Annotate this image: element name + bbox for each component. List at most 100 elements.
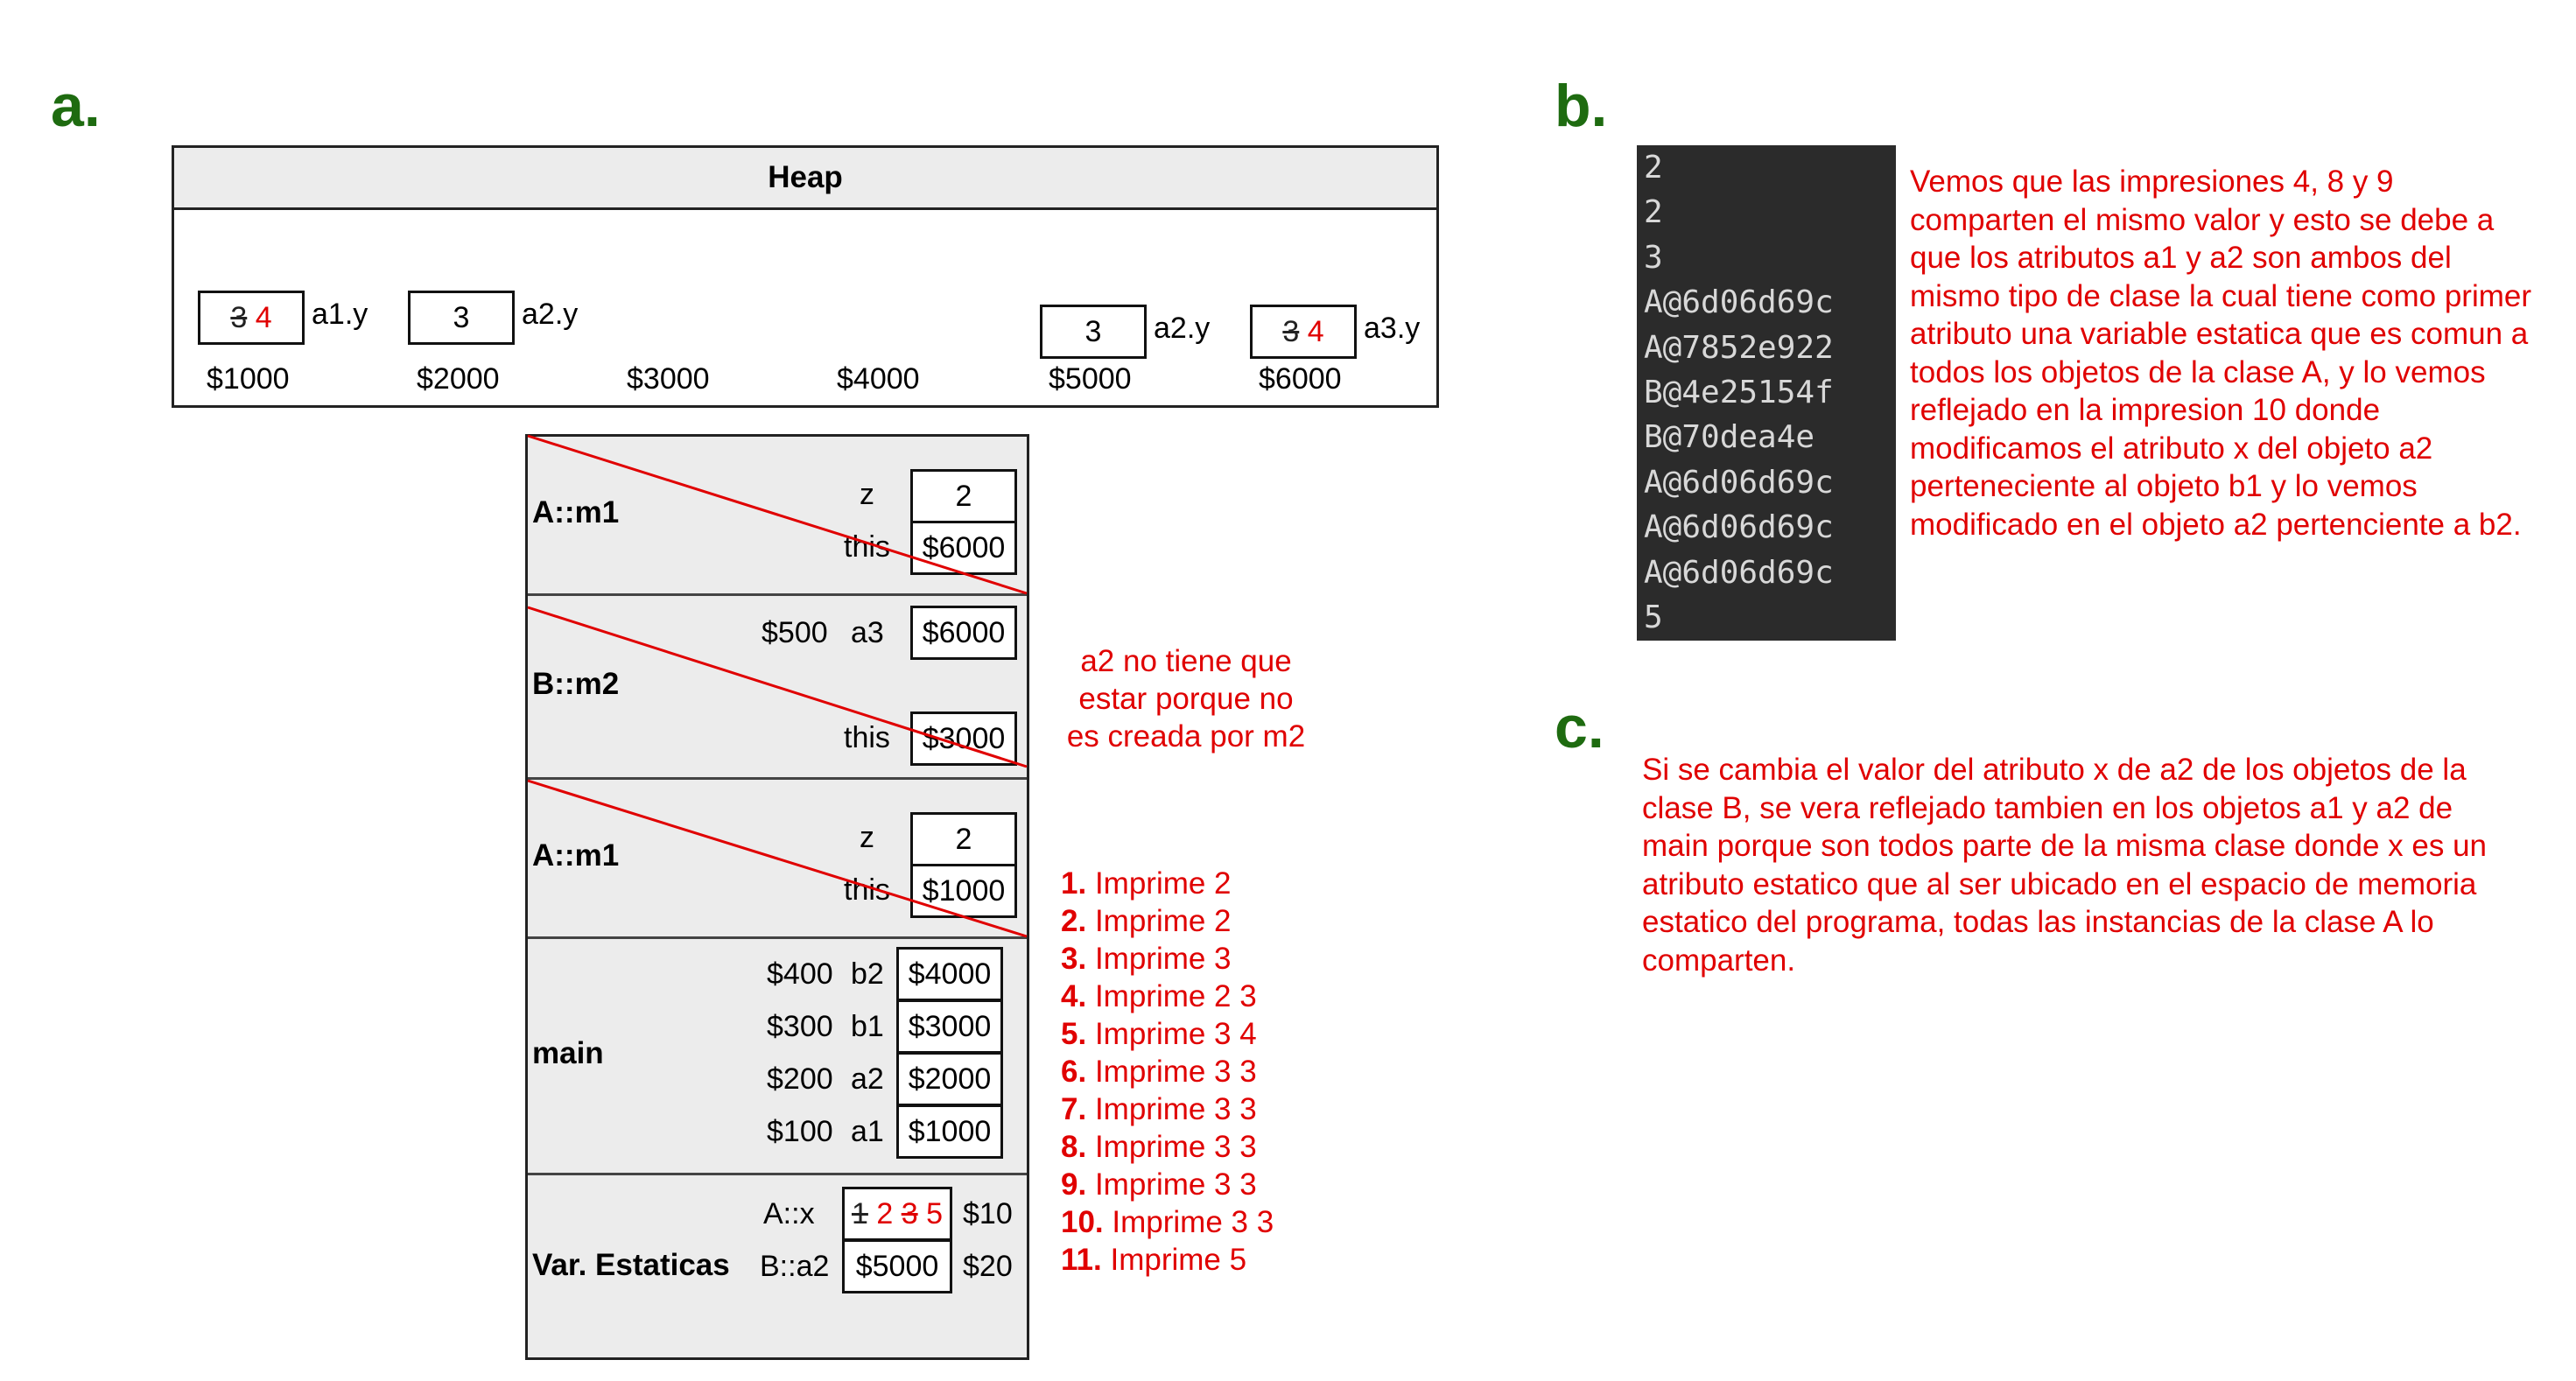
explanation-b-line: perteneciente al objeto b1 y lo vemos: [1910, 469, 2418, 503]
print-text: Imprime 3 3: [1112, 1205, 1274, 1239]
print-num: 6.: [1061, 1055, 1087, 1089]
heap-a1y-old: 3: [230, 301, 248, 334]
terminal-line: B@70dea4e: [1644, 419, 1815, 456]
heap-cell-a2y-b: 3: [1040, 305, 1147, 359]
explanation-b-line: que los atributos a1 y a2 son ambos del: [1910, 241, 2452, 275]
ax-value-3: 3: [901, 1197, 918, 1230]
heap-a3y-new: 4: [1307, 315, 1324, 348]
terminal-line: 5: [1644, 599, 1663, 636]
note-a2: a2 no tiene que estar porque no es cread…: [1050, 642, 1322, 755]
main-var-addr: $300: [767, 1010, 833, 1043]
print-text: Imprime 3 3: [1094, 1167, 1257, 1202]
main-var-addr: $400: [767, 957, 833, 991]
explanation-b-line: todos los objetos de la clase A, y lo ve…: [1910, 354, 2486, 389]
heap-cell-a1y: 3 4: [198, 291, 305, 345]
print-num: 2.: [1061, 904, 1087, 938]
explanation-b-line: modificamos el atributo x del objeto a2: [1910, 431, 2433, 466]
print-text: Imprime 2: [1094, 904, 1232, 938]
heap-a2y-value: 3: [453, 301, 470, 334]
static-ba2-value: $5000: [842, 1239, 952, 1293]
print-text: Imprime 3 3: [1094, 1092, 1257, 1126]
main-var-value: $3000: [896, 999, 1003, 1054]
print-num: 3.: [1061, 942, 1087, 976]
frame2-a3-addr: $500: [762, 616, 828, 649]
statics-frame-name: Var. Estaticas: [532, 1248, 730, 1282]
frame3-name: A::m1: [532, 838, 620, 873]
explanation-c-line: main porque son todos parte de la misma …: [1642, 829, 2488, 863]
note-a2-line: a2 no tiene que: [1080, 644, 1292, 678]
terminal-line: A@6d06d69c: [1644, 284, 1834, 321]
heap-addr-6000: $6000: [1259, 362, 1342, 396]
section-label-c: c.: [1555, 694, 1604, 761]
print-text: Imprime 2 3: [1094, 979, 1257, 1013]
main-var-label: a2: [851, 1062, 884, 1096]
static-ba2-label: B::a2: [760, 1250, 830, 1283]
heap-cell-a3y: 3 4: [1250, 305, 1357, 359]
frame2-this-label: this: [844, 721, 890, 754]
frame2-name: B::m2: [532, 667, 620, 701]
frame-divider: [528, 593, 1027, 596]
print-item: 4. Imprime 2 3: [1061, 979, 1257, 1014]
explanation-b-line: Vemos que las impresiones 4, 8 y 9: [1910, 165, 2394, 199]
frame3-z-label: z: [860, 821, 874, 854]
main-var-label: b2: [851, 957, 884, 991]
frame2-strike: [527, 606, 1028, 768]
heap-addr-5000: $5000: [1049, 362, 1132, 396]
explanation-c-line: atributo estatico que al ser ubicado en …: [1642, 866, 2477, 901]
main-var-addr: $200: [767, 1062, 833, 1096]
print-num: 4.: [1061, 979, 1087, 1013]
terminal-line: 2: [1644, 194, 1663, 231]
print-item: 8. Imprime 3 3: [1061, 1130, 1257, 1165]
print-num: 10.: [1061, 1205, 1104, 1239]
print-item: 10. Imprime 3 3: [1061, 1205, 1274, 1240]
frame1-name: A::m1: [532, 495, 620, 529]
heap-addr-4000: $4000: [837, 362, 920, 396]
terminal-line: A@6d06d69c: [1644, 509, 1834, 546]
heap-addr-1000: $1000: [207, 362, 290, 396]
heap-cell-a2y: 3: [408, 291, 515, 345]
heap-a3y-label: a3.y: [1364, 312, 1421, 345]
static-ax-value: 1 2 3 5: [842, 1187, 952, 1241]
frame2-a3-label: a3: [851, 616, 884, 649]
explanation-c-line: clase B, se vera reflejado tambien en lo…: [1642, 790, 2453, 825]
main-var-value: $2000: [896, 1052, 1003, 1106]
print-item: 2. Imprime 2: [1061, 904, 1232, 939]
explanation-c-line: estatico del programa, todas las instanc…: [1642, 905, 2434, 939]
print-num: 7.: [1061, 1092, 1087, 1126]
static-ax-addr: $10: [963, 1197, 1013, 1230]
frame1-strike: [527, 434, 1028, 595]
terminal-output: 2 2 3 A@6d06d69c A@7852e922 B@4e25154f B…: [1637, 145, 1896, 641]
main-var-label: b1: [851, 1010, 884, 1043]
main-var-value: $4000: [896, 947, 1003, 1001]
ax-value-1: 1: [851, 1197, 868, 1230]
frame3-z-value: 2: [910, 812, 1017, 866]
frame-divider: [528, 777, 1027, 780]
print-num: 8.: [1061, 1130, 1087, 1164]
explanation-c-line: Si se cambia el valor del atributo x de …: [1642, 753, 2467, 787]
frame-divider: [528, 1173, 1027, 1175]
print-item: 7. Imprime 3 3: [1061, 1092, 1257, 1127]
frame1-this-value: $6000: [910, 521, 1017, 575]
explanation-b-line: modificado en el objeto a2 pertenciente …: [1910, 507, 2522, 542]
print-text: Imprime 2: [1094, 866, 1232, 901]
print-text: Imprime 5: [1110, 1243, 1247, 1277]
explanation-c: Si se cambia el valor del atributo x de …: [1642, 751, 2487, 979]
explanation-b-line: comparten el mismo valor y esto se debe …: [1910, 202, 2495, 237]
terminal-line: 3: [1644, 239, 1663, 276]
frame1-z-label: z: [860, 478, 874, 511]
heap-addr-3000: $3000: [627, 362, 710, 396]
print-item: 3. Imprime 3: [1061, 942, 1232, 977]
print-item: 11. Imprime 5: [1061, 1243, 1246, 1278]
heap-a3y-old: 3: [1282, 315, 1300, 348]
terminal-line: A@7852e922: [1644, 329, 1834, 366]
frame2-this-value: $3000: [910, 712, 1017, 766]
main-var-label: a1: [851, 1115, 884, 1148]
explanation-b-line: mismo tipo de clase la cual tiene como p…: [1910, 278, 2532, 313]
frame2-a3-value: $6000: [910, 606, 1017, 660]
frame-divider: [528, 936, 1027, 939]
print-text: Imprime 3 3: [1094, 1055, 1257, 1089]
print-num: 9.: [1061, 1167, 1087, 1202]
main-var-addr: $100: [767, 1115, 833, 1148]
heap-addr-2000: $2000: [417, 362, 500, 396]
